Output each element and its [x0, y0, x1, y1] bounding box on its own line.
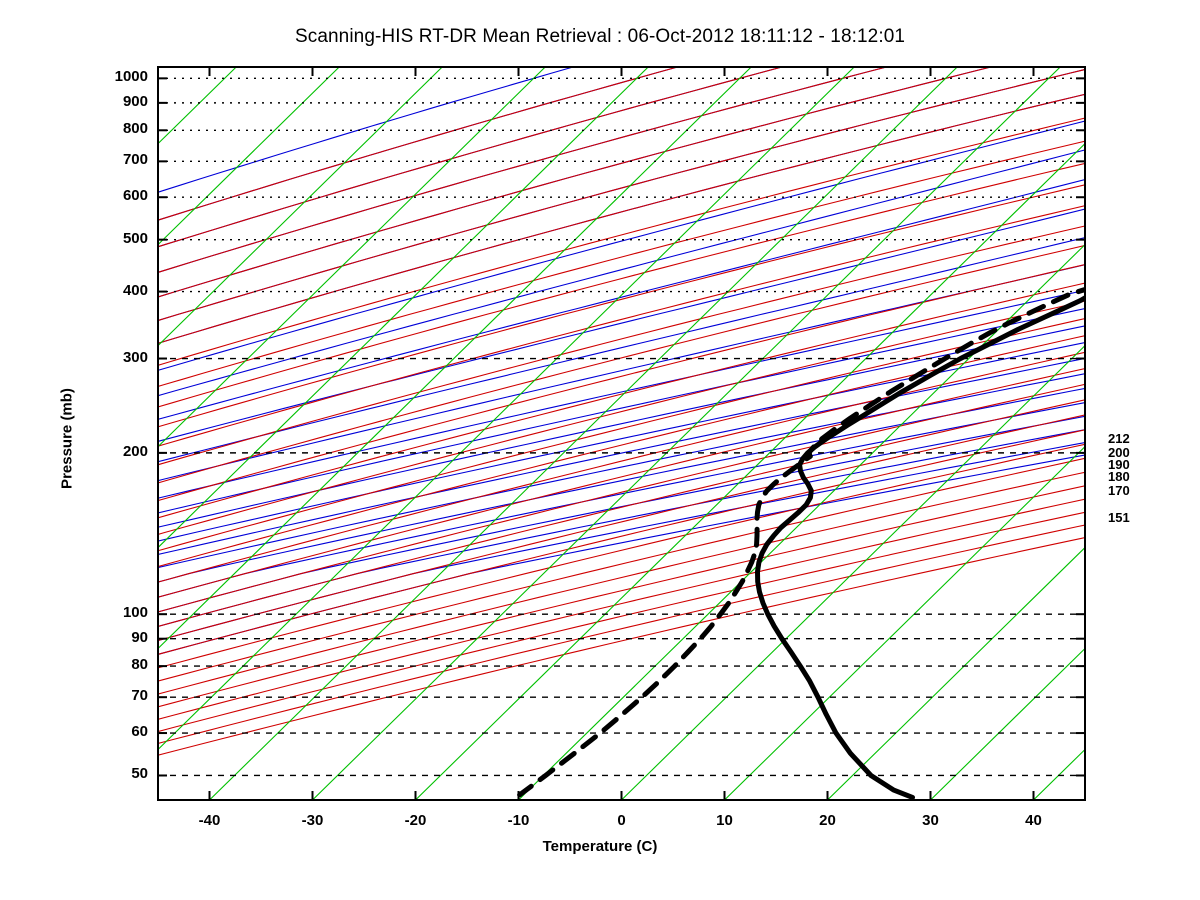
temperature-tick--40: -40: [198, 812, 221, 829]
temperature-tick-0: 0: [617, 812, 626, 829]
pressure-tick-60: 60: [131, 723, 148, 741]
pressure-tick-400: 400: [122, 281, 148, 299]
pressure-tick-100: 100: [122, 604, 148, 622]
pressure-tick-700: 700: [122, 151, 148, 169]
pressure-tick-labels: 50 60 70 80 90 100 200 300 400 500 600 700 800 900 100…: [60, 0, 148, 900]
pressure-tick-900: 900: [122, 92, 148, 110]
dewpoint-profile: [517, 286, 1085, 798]
temperature-tick-30: 30: [922, 812, 939, 829]
right-label-212: 212: [1108, 431, 1130, 447]
axis-ticks: [158, 67, 1085, 800]
right-label-190: 190: [1108, 456, 1130, 472]
pressure-tick-50: 50: [131, 765, 148, 783]
temperature-profile: [755, 294, 1085, 800]
pressure-tick-70: 70: [131, 687, 148, 705]
plot-frame: [157, 66, 1086, 801]
sounding-profiles: [517, 286, 1085, 800]
pressure-tick-1000: 1000: [114, 68, 148, 86]
temperature-tick--10: -10: [507, 812, 530, 829]
chart-title: Scanning-HIS RT-DR Mean Retrieval : 06-O…: [294, 26, 906, 47]
isobar-lines: [158, 77, 1085, 777]
pressure-tick-300: 300: [122, 348, 148, 366]
pressure-tick-800: 800: [122, 120, 148, 138]
temperature-tick--30: -30: [301, 812, 324, 829]
pressure-tick-90: 90: [131, 628, 148, 646]
temperature-tick-40: 40: [1025, 812, 1042, 829]
y-axis-label: Pressure (mb): [58, 388, 76, 489]
pressure-tick-200: 200: [122, 442, 148, 460]
dry-adiabat-lines: [158, 67, 1085, 756]
pressure-tick-80: 80: [131, 656, 148, 674]
right-label-151: 151: [1108, 510, 1130, 526]
right-label-200: 200: [1108, 444, 1130, 460]
pressure-tick-500: 500: [122, 229, 148, 247]
temperature-tick-20: 20: [819, 812, 836, 829]
right-label-170: 170: [1108, 482, 1130, 498]
pressure-tick-600: 600: [122, 187, 148, 205]
right-label-180: 180: [1108, 469, 1130, 485]
temperature-tick-10: 10: [716, 812, 733, 829]
x-axis-label: Temperature (C): [542, 838, 658, 855]
isotherm-lines: [158, 67, 1085, 800]
temperature-tick--20: -20: [404, 812, 427, 829]
